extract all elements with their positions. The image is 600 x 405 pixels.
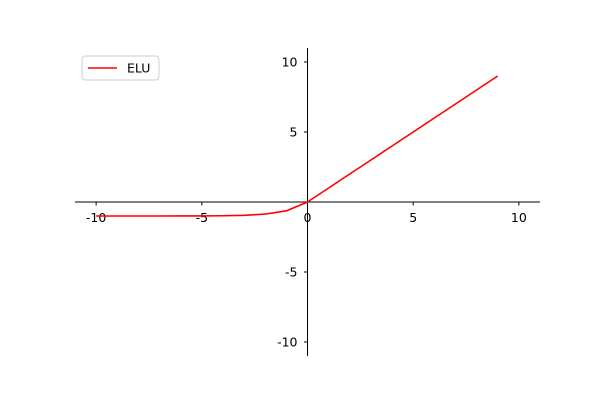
legend-label-elu: ELU <box>127 61 150 76</box>
x-tick-label: 10 <box>511 210 527 225</box>
x-tick-label: -10 <box>86 210 106 225</box>
y-tick-label: 5 <box>290 125 298 140</box>
y-tick-label: -5 <box>285 265 297 280</box>
series-layer <box>96 75 499 217</box>
legend-box <box>81 55 160 81</box>
legend: ELU <box>81 55 160 81</box>
series-line-elu <box>96 75 499 217</box>
x-tick-label: 0 <box>304 210 312 225</box>
ticks-layer: -10 -5 0 5 10 -10 -5 5 10 <box>86 55 527 350</box>
y-tick-label: 10 <box>282 55 298 70</box>
x-tick-label: -5 <box>196 210 208 225</box>
x-tick-label: 5 <box>409 210 417 225</box>
y-tick-label: -10 <box>277 335 297 350</box>
